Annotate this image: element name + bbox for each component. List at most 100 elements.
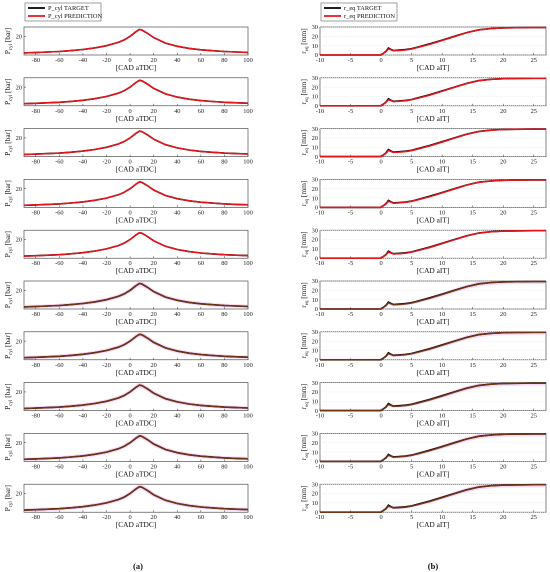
x-tick-label: 100 (243, 362, 253, 369)
prediction-line (23, 130, 249, 156)
left-subplot-10: 20 -80 -60 -40 -20 0 20 40 60 80 100 [CAD aTDC] Pcyl… (3, 483, 253, 529)
x-tick-label: -80 (32, 362, 41, 369)
axes-frame (319, 229, 547, 259)
y-tick-label: 0 (315, 306, 318, 313)
caption-b: (b) (428, 561, 439, 571)
axes-frame (319, 179, 547, 208)
y-tick-label: 0 (315, 509, 318, 516)
y-axis-label: Pcyl [bar] (3, 180, 14, 206)
x-axis-label: [CAD aIT] (417, 469, 450, 478)
x-tick-label: 80 (221, 209, 227, 216)
x-tick-label: 60 (198, 514, 204, 521)
y-tick-label: 30 (312, 24, 318, 31)
x-tick-label: -60 (55, 108, 64, 115)
x-tick-label: -20 (102, 209, 111, 216)
x-tick-label: 20 (500, 362, 506, 369)
axes-frame (319, 128, 547, 157)
prediction-line (320, 331, 546, 361)
x-tick-label: 25 (531, 463, 537, 470)
x-tick-label: 40 (174, 108, 180, 115)
x-tick-label: -60 (55, 413, 64, 420)
x-tick-label: -5 (348, 311, 353, 318)
x-tick-label: 15 (470, 362, 476, 369)
target-line (320, 433, 546, 463)
y-tick-label: 20 (312, 491, 318, 498)
x-tick-label: -10 (316, 57, 325, 64)
prediction-line (320, 280, 546, 310)
x-tick-label: 5 (410, 362, 413, 369)
uncertainty-band (24, 332, 248, 360)
x-tick-label: 20 (150, 209, 156, 216)
x-tick-label: 5 (410, 159, 413, 166)
y-tick-label: 0 (315, 52, 318, 59)
x-tick-label: 100 (243, 159, 253, 166)
y-tick-label: 20 (312, 84, 318, 91)
x-tick-label: -5 (348, 413, 353, 420)
right-subplot-4: 0 10 20 30 -10 -5 0 5 10 15 20 25 [CAD aIT] req [mm] (299, 177, 547, 224)
legend-prediction-label: P_cyl PREDICTION (48, 13, 103, 20)
legend-target-label: P_cyl TARGET (48, 5, 89, 12)
uncertainty-band (320, 331, 546, 360)
x-tick-label: 10 (439, 159, 445, 166)
x-tick-label: -80 (32, 260, 41, 267)
right-subplot-9: 0 10 20 30 -10 -5 0 5 10 15 20 25 [CAD aIT] req [mm] (299, 431, 547, 478)
y-tick-label: 20 (312, 186, 318, 193)
x-tick-label: 0 (379, 413, 382, 420)
y-tick-label: 20 (16, 34, 22, 41)
x-tick-label: 0 (379, 463, 382, 470)
y-axis-label: req [mm] (299, 333, 310, 358)
x-tick-label: -40 (79, 311, 88, 318)
target-line (320, 128, 546, 158)
x-tick-label: -40 (79, 209, 88, 216)
x-tick-label: 100 (243, 260, 253, 267)
x-tick-label: 0 (379, 209, 382, 216)
prediction-line (320, 382, 546, 412)
x-tick-label: -40 (79, 514, 88, 521)
x-tick-label: 15 (470, 260, 476, 267)
right-subplot-7: 0 10 20 30 -10 -5 0 5 10 15 20 25 [CAD aIT] req [mm] (299, 329, 547, 377)
legend-target-label: r_eq TARGET (344, 5, 382, 12)
axes-frame (319, 280, 547, 310)
x-tick-label: 60 (198, 159, 204, 166)
y-tick-label: 20 (16, 186, 22, 193)
x-tick-label: 25 (531, 311, 537, 318)
y-tick-label: 30 (312, 329, 318, 336)
x-tick-label: 25 (531, 159, 537, 166)
right-subplot-10: 0 10 20 30 -10 -5 0 5 10 15 20 25 [CAD aIT] req [mm] (299, 481, 547, 529)
prediction-line (320, 26, 546, 56)
x-tick-label: 5 (410, 209, 413, 216)
target-line (320, 77, 546, 107)
y-tick-label: 0 (315, 205, 318, 212)
axes-frame (23, 382, 249, 411)
prediction-line (23, 79, 249, 105)
x-tick-label: -20 (102, 514, 111, 521)
x-tick-label: -60 (55, 57, 64, 64)
x-tick-label: 10 (439, 463, 445, 470)
x-tick-label: 80 (221, 413, 227, 420)
x-tick-label: -5 (348, 57, 353, 64)
y-axis-label: req [mm] (299, 130, 310, 155)
x-tick-label: -5 (348, 159, 353, 166)
axes-frame (319, 433, 547, 462)
x-tick-label: -5 (348, 463, 353, 470)
x-tick-label: -5 (348, 108, 353, 115)
uncertainty-band (24, 281, 248, 309)
x-tick-label: 15 (470, 108, 476, 115)
x-axis-label: [CAD aTDC] (116, 165, 156, 174)
x-tick-label: 60 (198, 362, 204, 369)
y-tick-label: 0 (315, 255, 318, 262)
x-tick-label: 80 (221, 260, 227, 267)
target-line (320, 382, 546, 412)
x-tick-label: -80 (32, 463, 41, 470)
axes-frame (319, 77, 547, 107)
y-tick-label: 10 (312, 348, 318, 355)
y-tick-label: 20 (16, 84, 22, 91)
axes-frame (23, 280, 249, 310)
x-tick-label: 5 (410, 514, 413, 521)
x-tick-label: 80 (221, 57, 227, 64)
x-tick-label: 40 (174, 159, 180, 166)
x-tick-label: 20 (150, 260, 156, 267)
prediction-line (320, 433, 546, 463)
x-tick-label: 20 (500, 108, 506, 115)
x-tick-label: 15 (470, 311, 476, 318)
